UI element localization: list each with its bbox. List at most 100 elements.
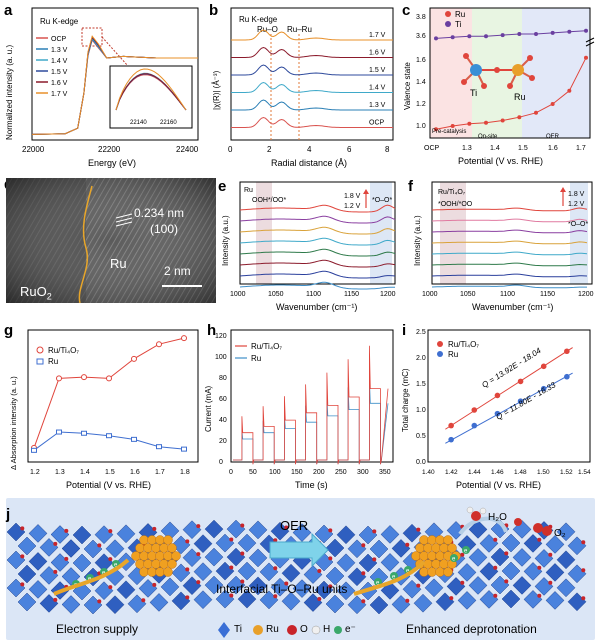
j-octahedron-61 xyxy=(204,547,224,567)
c-ylabel: Valence state xyxy=(403,62,412,110)
j-ru-sphere-0-2 xyxy=(155,535,165,545)
j-ru-sphere-0-4 xyxy=(135,543,145,553)
c-xtick-3: 1.4 xyxy=(490,145,500,152)
c-ru-point-6 xyxy=(534,110,538,115)
f-xtick-4: 1150 xyxy=(540,291,555,298)
i-point-1-4 xyxy=(540,385,547,392)
j-octahedron-138 xyxy=(193,590,213,610)
j-oxygen-150 xyxy=(449,596,454,601)
j-octahedron-135 xyxy=(127,594,147,614)
e-xtick-1: 1000 xyxy=(230,291,246,298)
e-curve-4 xyxy=(239,248,396,257)
c-atom-ru: Ru xyxy=(514,92,526,102)
j-oxygen-13 xyxy=(284,525,289,530)
b-xtick-5: 8 xyxy=(385,145,390,154)
h-xtick-8: 350 xyxy=(379,469,391,476)
i-point-1-0 xyxy=(448,436,454,443)
j-legend-o: O xyxy=(300,624,308,635)
j-octahedron-155 xyxy=(567,592,587,612)
j-oxygen-109 xyxy=(108,585,113,590)
j-electron-label-4: e xyxy=(376,581,380,587)
j-oxygen-125 xyxy=(460,580,465,585)
i-point-0-4 xyxy=(540,363,547,370)
chart-b: Ru K-edge Ru–O Ru–Ru 1.7 V 1.6 V 1.5 V 1.4 … xyxy=(212,7,394,168)
c-xtick-4: 1.5 xyxy=(518,145,528,152)
j-octahedron-147 xyxy=(391,595,411,614)
j-octahedron-79 xyxy=(39,566,59,585)
micrograph-image xyxy=(6,178,216,303)
b-series-label-3: 1.4 V xyxy=(369,85,386,92)
b-curve-2 xyxy=(231,64,393,76)
g-xtick-1: 1.2 xyxy=(30,469,40,476)
f-curve-6 xyxy=(431,273,588,278)
j-oxygen-67 xyxy=(328,556,333,561)
j-octahedron-100 xyxy=(501,561,521,581)
j-octahedron-127 xyxy=(512,576,532,595)
f-curve-5 xyxy=(431,262,588,267)
j-electron-label-5: e xyxy=(392,575,396,581)
h-ytick-4: 60 xyxy=(219,396,227,403)
j-legend-e: e⁻ xyxy=(345,624,356,635)
a-xtick-3: 22400 xyxy=(176,145,199,154)
c-ru-point-7 xyxy=(550,102,555,106)
j-octahedron-8 xyxy=(182,520,202,540)
j-ru-sphere-0-9 xyxy=(131,551,141,561)
h-ytick-5: 80 xyxy=(219,375,227,382)
j-octahedron-50 xyxy=(545,535,565,554)
h-ylabel: Current (mA) xyxy=(205,385,213,432)
i-xtick-1: 1.40 xyxy=(422,469,435,476)
j-octahedron-145 xyxy=(347,595,367,615)
j-oxygen-36 xyxy=(229,537,234,542)
j-electron-label-8: e xyxy=(464,549,468,555)
j-octahedron-1 xyxy=(28,524,48,543)
g-point-ru-1 xyxy=(56,429,62,435)
i-point-1-1 xyxy=(471,422,478,429)
j-electron-label-7: e xyxy=(452,557,456,563)
j-octahedron-144 xyxy=(325,594,345,614)
j-octahedron-67 xyxy=(336,553,356,573)
panel-label-a: a xyxy=(4,2,13,19)
j-oxygen-50 xyxy=(537,537,542,542)
g-point-ru-3 xyxy=(106,433,112,439)
g-legend-2: Ru xyxy=(48,357,58,366)
g-point-ru-2 xyxy=(81,430,87,436)
j-ru-sphere-0-5 xyxy=(143,543,153,553)
panel-label-e: e xyxy=(218,178,227,195)
e-curve-6 xyxy=(239,270,396,279)
j-electron-8 xyxy=(462,546,470,554)
j-oxygen-138 xyxy=(185,595,190,600)
f-xtick-5: 1200 xyxy=(578,291,594,298)
a-legend-label-0: OCP xyxy=(51,36,67,43)
i-point-0-1 xyxy=(471,407,478,413)
j-ru-sphere-1-20 xyxy=(419,567,429,577)
j-octahedron-10 xyxy=(226,519,246,539)
a-curve-5 xyxy=(31,35,198,135)
c-ytick-14: 1.4 xyxy=(416,79,426,86)
h-xtick-5: 200 xyxy=(313,469,325,476)
e-v-low: 1.2 V xyxy=(344,203,361,210)
h-xtick-3: 100 xyxy=(269,469,281,476)
i-ylabel: Total charge (mC) xyxy=(401,368,410,432)
c-ti-point-2 xyxy=(467,34,472,39)
b-xtick-1: 0 xyxy=(228,145,233,154)
j-ru-sphere-1-17 xyxy=(431,559,441,569)
a-inset-curve-4 xyxy=(115,73,187,111)
c-ru-point-9 xyxy=(584,55,588,60)
j-oxygen-146 xyxy=(361,599,366,604)
j-oxygen-142 xyxy=(273,594,278,599)
j-octahedron-5 xyxy=(116,524,136,544)
j-octahedron-152 xyxy=(501,589,521,609)
e-curve-3 xyxy=(239,237,396,246)
a-legend-label-2: 1.4 V xyxy=(51,58,68,65)
j-octahedron-90 xyxy=(281,563,301,583)
i-ytick-6: 2.5 xyxy=(416,329,426,336)
h-xtick-4: 150 xyxy=(291,469,303,476)
j-legend-ti: Ti xyxy=(234,624,242,635)
b-curve-1 xyxy=(231,46,393,58)
e-xtick-2: 1050 xyxy=(268,291,284,298)
j-octahedron-126 xyxy=(490,575,510,595)
b-series-label-1: 1.6 V xyxy=(369,50,386,57)
chart-f: Ru/Ti₄O₇ *OOH/*OO *O–O* 1.8 V 1.2 V 1000… xyxy=(413,181,594,312)
d-label-ruo2-text: RuO xyxy=(20,284,47,299)
j-octahedron-63 xyxy=(248,548,268,568)
